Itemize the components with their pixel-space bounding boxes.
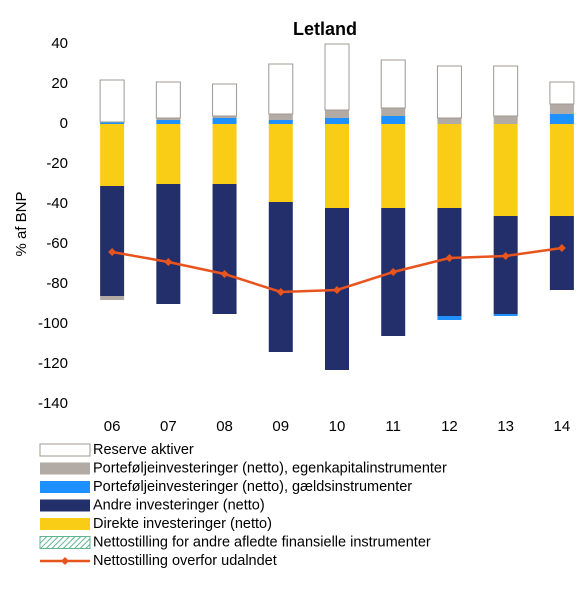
y-tick-label: -100 <box>38 315 68 332</box>
y-tick-label: -40 <box>46 195 68 212</box>
line-marker <box>389 268 398 276</box>
chart-title: Letland <box>293 19 357 39</box>
x-tick-label: 10 <box>329 418 346 435</box>
y-tick-label: -80 <box>46 275 68 292</box>
bar-segment <box>100 122 125 124</box>
bar-segment <box>325 110 349 118</box>
bar-segment <box>99 79 125 123</box>
bar-segment <box>100 296 125 300</box>
bar-segment <box>437 124 462 208</box>
legend-label: Andre investeringer (netto) <box>93 497 265 513</box>
legend-label: Nettostilling for andre afledte finansie… <box>93 534 431 550</box>
line-marker <box>501 252 510 260</box>
bar-segment <box>268 114 293 120</box>
y-tick-label: -20 <box>46 155 68 172</box>
bar-segment <box>549 114 574 124</box>
bar-segment <box>100 186 125 296</box>
legend-label: Direkte investeringer (netto) <box>93 516 272 532</box>
legend-swatch <box>40 481 90 493</box>
bar-segment <box>437 316 462 320</box>
legend-swatch <box>40 518 90 530</box>
x-tick-label: 07 <box>160 418 177 435</box>
x-tick-label: 14 <box>554 418 571 435</box>
legend-label: Reserve aktiver <box>93 442 194 458</box>
bar-segment <box>381 124 406 208</box>
bar-segment <box>156 124 181 184</box>
legend-marker <box>61 557 69 565</box>
bar-segment <box>212 184 237 314</box>
bar-segment <box>549 124 574 216</box>
legend-swatch <box>39 443 91 457</box>
y-tick-label: 40 <box>51 35 68 52</box>
bar-segment <box>268 124 293 202</box>
y-axis-label: % af BNP <box>13 191 30 256</box>
x-tick-label: 06 <box>104 418 121 435</box>
bar-segment <box>549 104 574 114</box>
bar-segment <box>436 65 462 119</box>
bar-segment <box>381 116 406 124</box>
legend-label: Porteføljeinvesteringer (netto), egenkap… <box>93 460 447 476</box>
x-tick-label: 12 <box>441 418 458 435</box>
bar-segment <box>268 120 293 124</box>
legend-label: Nettostilling overfor udalndet <box>93 553 277 569</box>
bar-segment <box>493 216 518 314</box>
bar-segment <box>156 120 181 124</box>
line-marker <box>164 258 173 266</box>
bar-segment <box>212 118 237 124</box>
bar-segment <box>437 118 462 124</box>
bar-segment <box>549 81 575 105</box>
y-tick-label: -140 <box>38 395 68 412</box>
bar-segment <box>549 216 574 290</box>
bar-segment <box>212 83 238 117</box>
legend-swatch <box>39 536 91 549</box>
bar-segment <box>268 202 293 352</box>
y-tick-label: -120 <box>38 355 68 372</box>
line-marker <box>108 248 117 256</box>
y-tick-label: -60 <box>46 235 68 252</box>
bar-segment <box>381 108 406 116</box>
legend-swatch <box>40 499 90 512</box>
line-marker <box>220 270 229 278</box>
bar-segment <box>156 118 181 120</box>
bar-segment <box>493 65 519 117</box>
bar-segment <box>324 43 350 111</box>
bar-segment <box>493 314 518 316</box>
y-tick-label: 0 <box>60 115 68 132</box>
bar-segment <box>325 118 349 124</box>
bar-segment <box>380 59 406 109</box>
x-tick-label: 11 <box>385 418 401 435</box>
x-tick-label: 13 <box>497 418 514 435</box>
x-tick-label: 09 <box>272 418 289 435</box>
x-tick-label: 08 <box>216 418 233 435</box>
line-marker <box>333 286 341 294</box>
bar-segment <box>156 184 181 304</box>
line-marker <box>445 254 454 262</box>
bar-segment <box>212 116 237 118</box>
bar-segment <box>100 124 125 186</box>
bar-segment <box>268 63 294 115</box>
y-tick-label: 20 <box>51 75 68 92</box>
line-marker <box>276 288 285 296</box>
bar-segment <box>493 124 518 216</box>
bar-segment <box>155 81 181 119</box>
bar-segment <box>325 124 349 208</box>
legend-swatch <box>40 462 90 475</box>
bar-segment <box>493 116 518 124</box>
line-marker <box>557 244 566 252</box>
bar-segment <box>212 124 237 184</box>
legend-label: Porteføljeinvesteringer (netto), gældsin… <box>93 479 412 495</box>
